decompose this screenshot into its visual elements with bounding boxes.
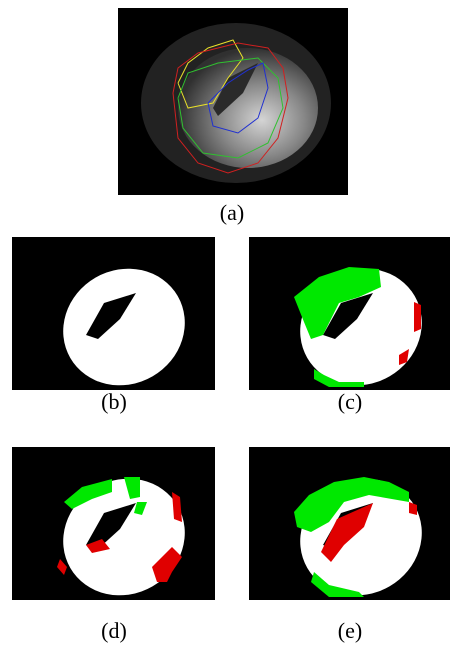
panel-b (12, 237, 215, 407)
caption: (d) (101, 618, 127, 643)
panel-c (249, 237, 450, 407)
panel-e (249, 447, 450, 617)
panel-d (12, 447, 215, 617)
caption: (c) (338, 389, 362, 414)
caption: (a) (220, 200, 244, 225)
panel-a (118, 8, 348, 195)
caption: (b) (101, 389, 127, 414)
caption: (e) (338, 618, 362, 643)
figure: (a) (b) (c) (d) (e) (0, 0, 452, 653)
